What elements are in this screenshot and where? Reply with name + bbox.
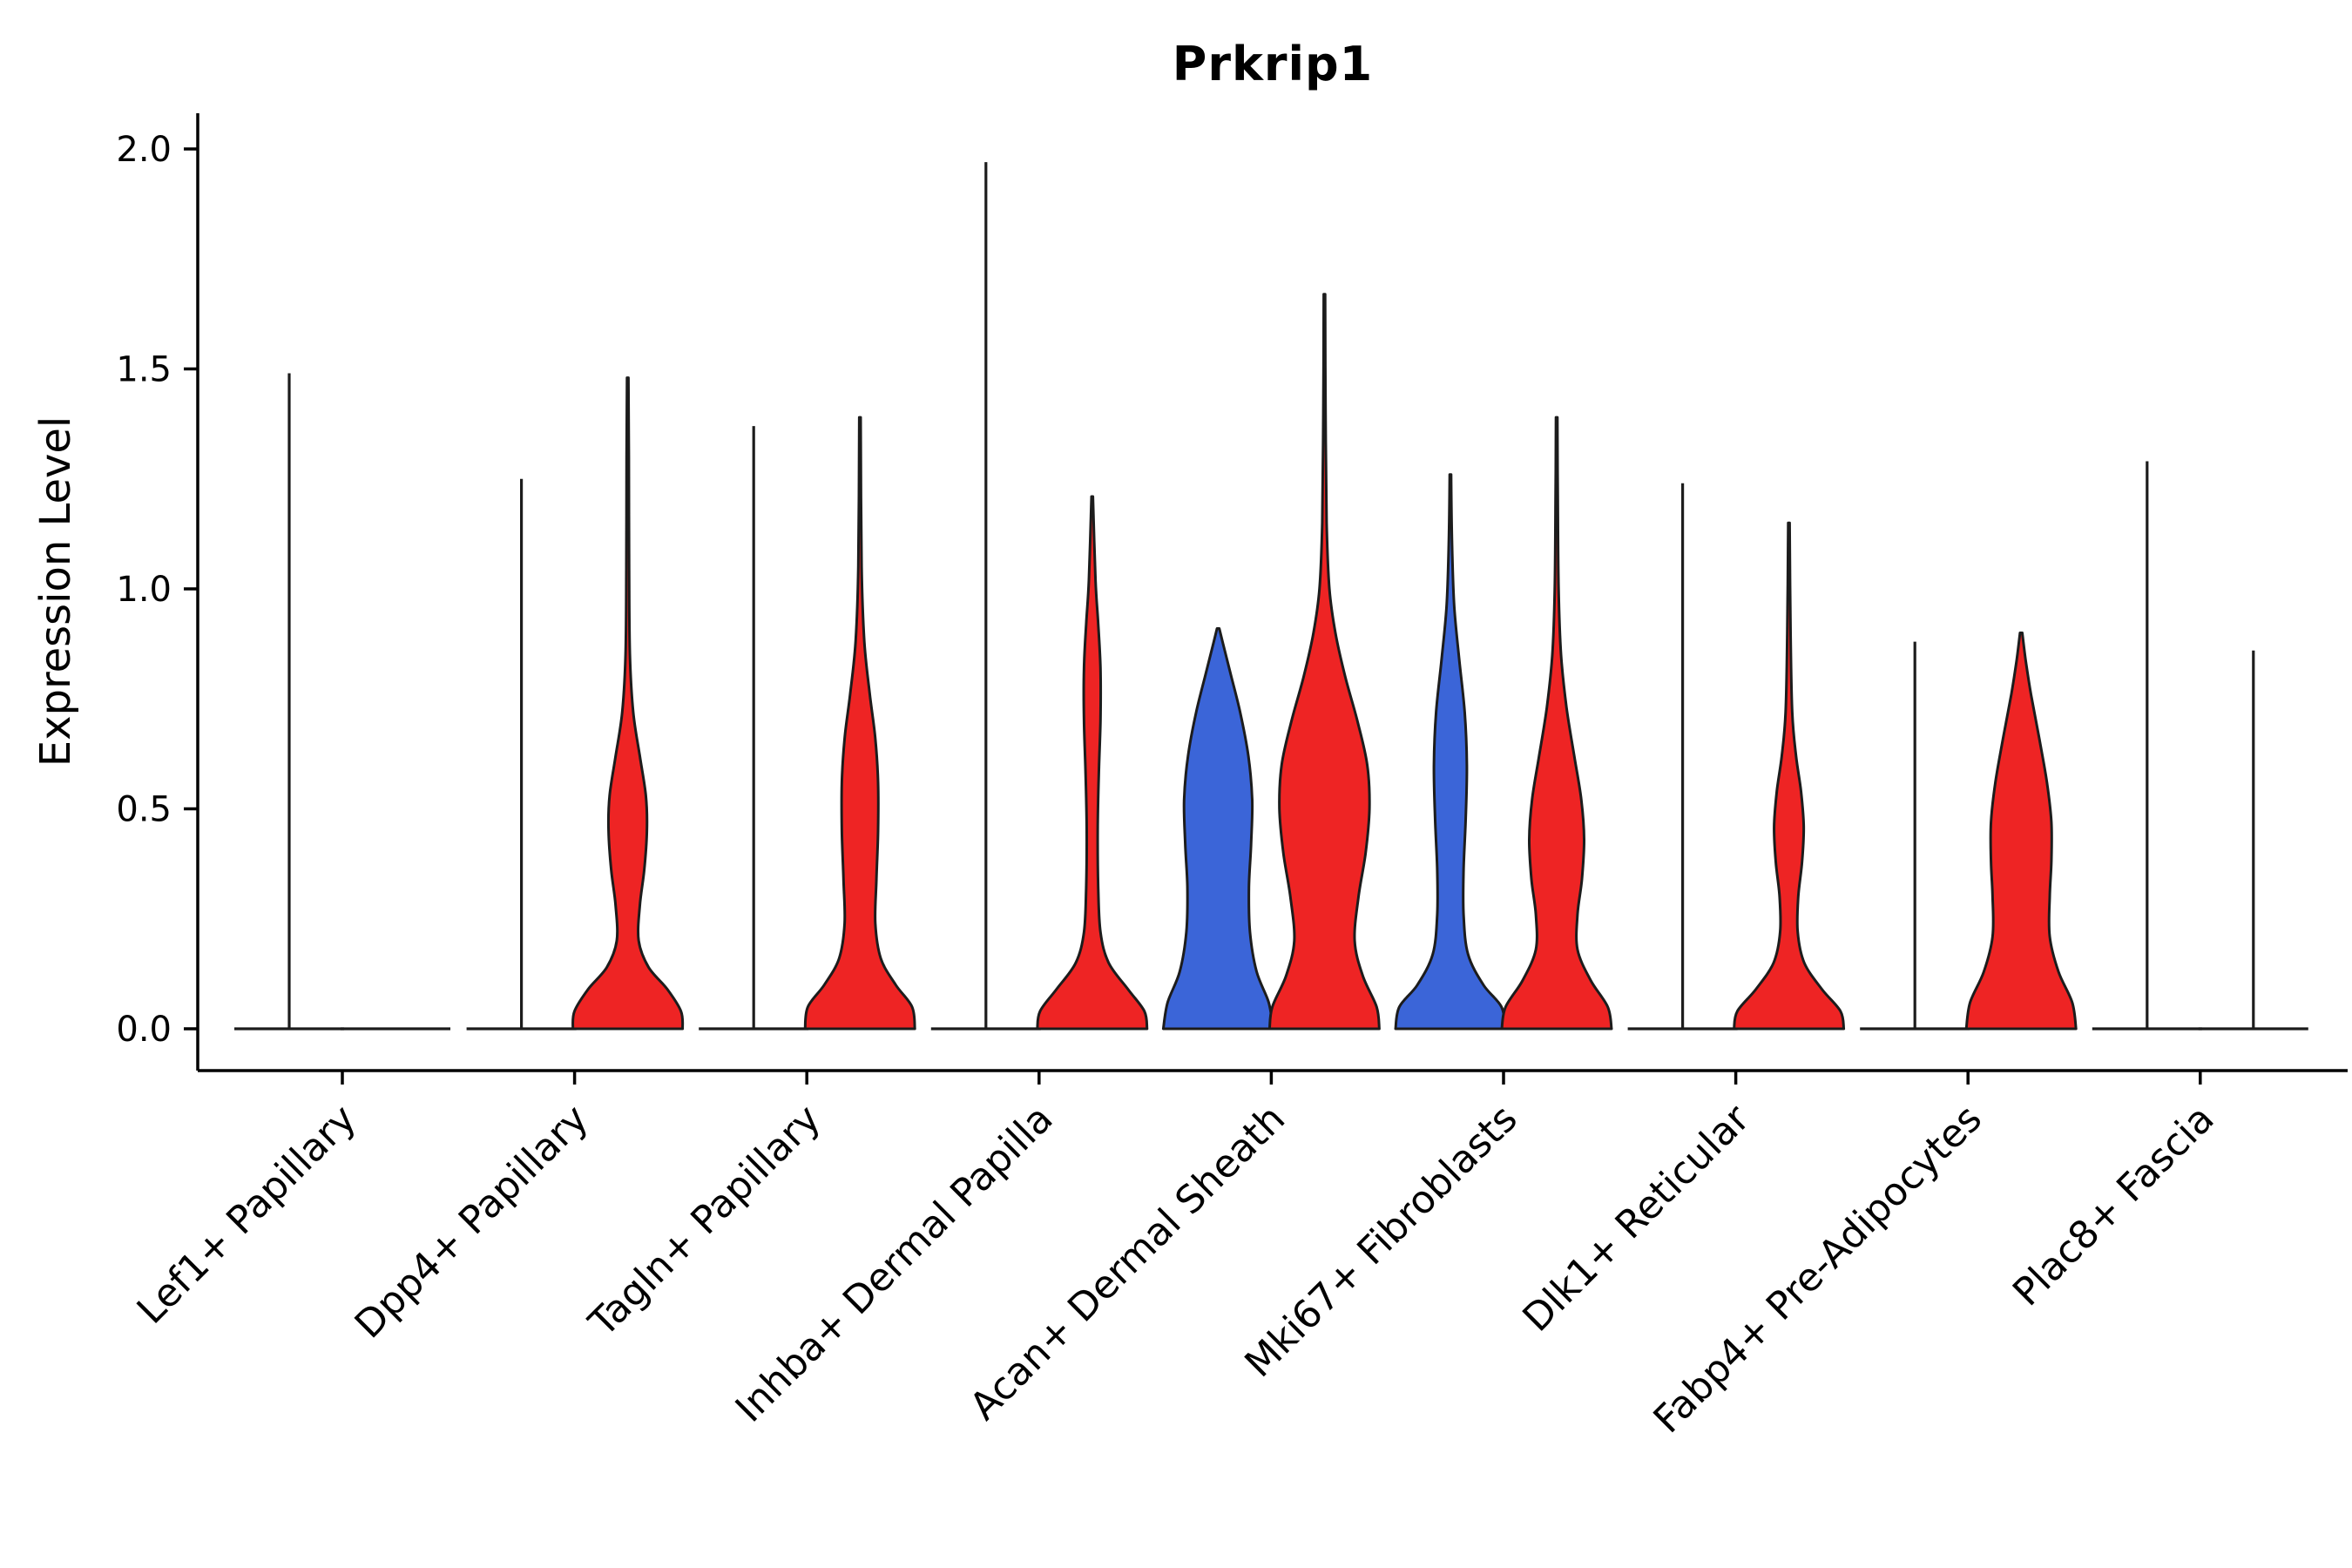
violin-right-density xyxy=(1964,632,2078,1031)
y-tick-label: 2.0 xyxy=(116,130,172,170)
x-tick-label: Lef1+ Papillary xyxy=(129,1097,365,1333)
y-tick-label: 0.0 xyxy=(116,1010,172,1050)
x-tick-label: Plac8+ Fascia xyxy=(2004,1097,2223,1315)
x-tick-label: Tagln+ Papillary xyxy=(580,1097,829,1346)
violin-left-density xyxy=(1394,473,1507,1031)
x-tick-label: Dlk1+ Reticular xyxy=(1514,1096,1759,1341)
violin-right-density xyxy=(803,416,916,1031)
chart-title: Prkrip1 xyxy=(1172,37,1374,91)
y-tick-label: 0.5 xyxy=(116,790,172,830)
violin-right-density xyxy=(1036,495,1149,1031)
y-tick-label: 1.5 xyxy=(116,350,172,390)
y-tick-label: 1.0 xyxy=(116,570,172,610)
x-tick-label: Dpp4+ Papillary xyxy=(347,1097,598,1348)
y-axis-label: Expression Level xyxy=(31,416,80,767)
violin-right-density xyxy=(1267,293,1381,1031)
violin-right-density xyxy=(1733,521,1846,1031)
violin-right-density xyxy=(1500,416,1613,1031)
violin-left-density xyxy=(1161,627,1274,1031)
violin-right-density xyxy=(571,376,685,1031)
